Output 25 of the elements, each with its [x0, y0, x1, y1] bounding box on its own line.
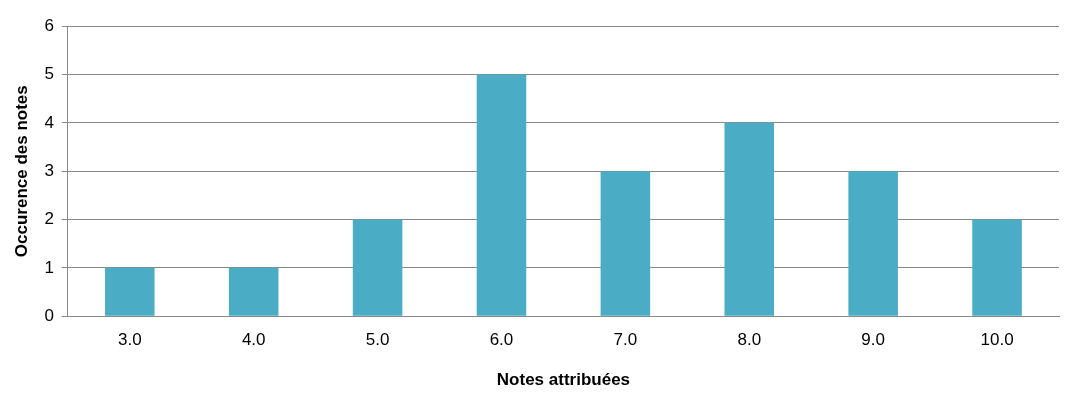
- x-tick-label: 6.0: [489, 330, 514, 350]
- bar: [352, 219, 403, 316]
- y-tick-label: 5: [44, 64, 54, 84]
- y-tick-label: 0: [44, 305, 54, 325]
- x-tick-label: 5.0: [365, 330, 390, 350]
- x-tick-label: 9.0: [861, 330, 885, 350]
- bar: [848, 171, 898, 316]
- y-axis-title: Occurence des notes: [11, 85, 31, 258]
- bar: [600, 171, 651, 316]
- y-tick-label: 3: [44, 160, 54, 180]
- bar: [724, 122, 775, 316]
- x-axis-title: Notes attribuées: [496, 370, 631, 390]
- x-tick-label: 8.0: [737, 330, 762, 350]
- bar: [476, 74, 527, 316]
- y-tick-label: 6: [44, 15, 54, 35]
- bar: [228, 267, 279, 316]
- x-tick-label: 4.0: [241, 330, 266, 350]
- y-tick-label: 1: [44, 257, 54, 277]
- x-tick-label: 10.0: [980, 330, 1014, 350]
- x-tick-label: 3.0: [117, 330, 142, 350]
- x-tick-label: 7.0: [613, 330, 638, 350]
- bar: [972, 219, 1022, 316]
- y-tick-label: 4: [44, 112, 54, 132]
- bar: [105, 267, 155, 316]
- y-tick-label: 2: [44, 209, 54, 229]
